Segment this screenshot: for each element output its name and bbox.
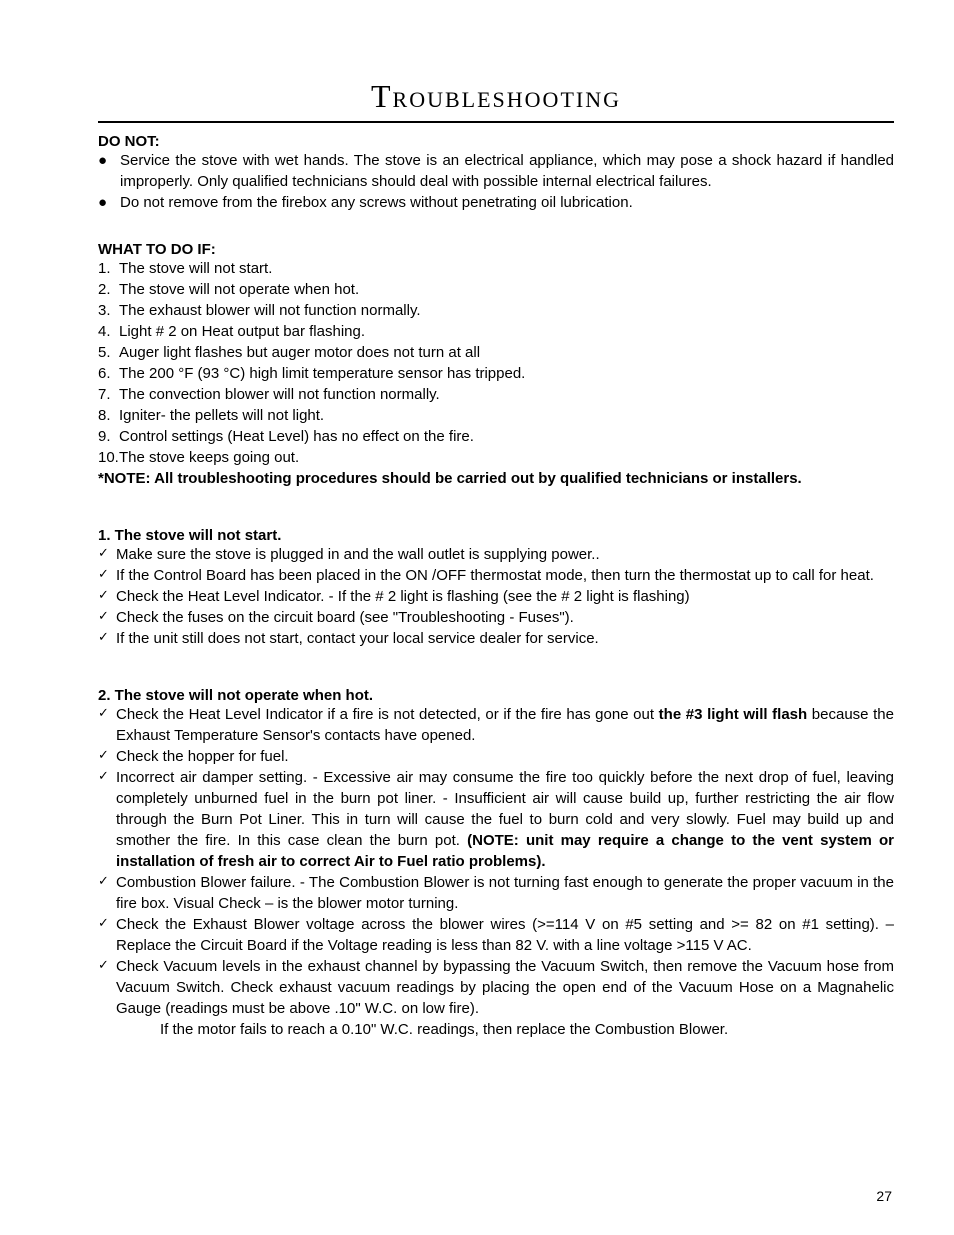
list-item: ✓ Check the Heat Level Indicator if a fi… (98, 704, 894, 746)
check-icon: ✓ (98, 704, 116, 746)
num-marker: 4. (98, 321, 119, 342)
num-marker: 7. (98, 384, 119, 405)
check-icon: ✓ (98, 607, 116, 628)
check-icon: ✓ (98, 544, 116, 565)
list-text: The exhaust blower will not function nor… (119, 300, 894, 321)
list-text: Incorrect air damper setting. - Excessiv… (116, 767, 894, 872)
check-icon: ✓ (98, 914, 116, 956)
list-item: ✓If the unit still does not start, conta… (98, 628, 894, 649)
list-item: ✓Check the hopper for fuel. (98, 746, 894, 767)
list-text: The stove keeps going out. (119, 447, 894, 468)
do-not-heading: DO NOT: (98, 133, 894, 150)
what-to-do-heading: WHAT TO DO IF: (98, 241, 894, 258)
num-marker: 5. (98, 342, 119, 363)
list-text: Combustion Blower failure. - The Combust… (116, 872, 894, 914)
list-text: Check Vacuum levels in the exhaust chann… (116, 956, 894, 1019)
list-text: Check the Heat Level Indicator if a fire… (116, 704, 894, 746)
list-text: Igniter- the pellets will not light. (119, 405, 894, 426)
list-text: Check the Exhaust Blower voltage across … (116, 914, 894, 956)
list-item: 10.The stove keeps going out. (98, 447, 894, 468)
list-item: ✓ Incorrect air damper setting. - Excess… (98, 767, 894, 872)
list-text: If the Control Board has been placed in … (116, 565, 894, 586)
list-text: The convection blower will not function … (119, 384, 894, 405)
check-icon: ✓ (98, 767, 116, 872)
check-icon: ✓ (98, 956, 116, 1019)
list-item: 2.The stove will not operate when hot. (98, 279, 894, 300)
check-icon: ✓ (98, 565, 116, 586)
num-marker: 9. (98, 426, 119, 447)
num-marker: 6. (98, 363, 119, 384)
list-item: 8.Igniter- the pellets will not light. (98, 405, 894, 426)
list-text: Check the hopper for fuel. (116, 746, 894, 767)
text-span: Check the Heat Level Indicator if a fire… (116, 706, 659, 723)
list-item: ✓Combustion Blower failure. - The Combus… (98, 872, 894, 914)
num-marker: 10. (98, 447, 119, 468)
list-text: The stove will not start. (119, 258, 894, 279)
list-item: ✓Check Vacuum levels in the exhaust chan… (98, 956, 894, 1019)
list-text: Control settings (Heat Level) has no eff… (119, 426, 894, 447)
num-marker: 1. (98, 258, 119, 279)
list-item: 7.The convection blower will not functio… (98, 384, 894, 405)
list-item: ✓Make sure the stove is plugged in and t… (98, 544, 894, 565)
section-2-heading: 2. The stove will not operate when hot. (98, 687, 894, 704)
list-text: The stove will not operate when hot. (119, 279, 894, 300)
list-item: ✓Check the fuses on the circuit board (s… (98, 607, 894, 628)
list-text: The 200 °F (93 °C) high limit temperatur… (119, 363, 894, 384)
list-item: 5.Auger light flashes but auger motor do… (98, 342, 894, 363)
list-item: 6.The 200 °F (93 °C) high limit temperat… (98, 363, 894, 384)
section-1-heading: 1. The stove will not start. (98, 527, 894, 544)
list-item: ● Do not remove from the firebox any scr… (98, 192, 894, 213)
list-item: ● Service the stove with wet hands. The … (98, 150, 894, 192)
page-content: Troubleshooting DO NOT: ● Service the st… (0, 0, 954, 1040)
list-item: ✓Check the Heat Level Indicator. - If th… (98, 586, 894, 607)
page-number: 27 (876, 1188, 892, 1204)
list-item: 3.The exhaust blower will not function n… (98, 300, 894, 321)
list-text: If the unit still does not start, contac… (116, 628, 894, 649)
list-item: 4.Light # 2 on Heat output bar flashing. (98, 321, 894, 342)
text-bold: the #3 light will flash (659, 706, 808, 723)
list-text: Check the fuses on the circuit board (se… (116, 607, 894, 628)
check-icon: ✓ (98, 586, 116, 607)
check-icon: ✓ (98, 628, 116, 649)
list-item: ✓Check the Exhaust Blower voltage across… (98, 914, 894, 956)
indented-note: If the motor fails to reach a 0.10" W.C.… (98, 1019, 894, 1040)
check-icon: ✓ (98, 872, 116, 914)
bullet-icon: ● (98, 192, 120, 213)
list-text: Light # 2 on Heat output bar flashing. (119, 321, 894, 342)
num-marker: 2. (98, 279, 119, 300)
list-text: Do not remove from the firebox any screw… (120, 192, 894, 213)
list-text: Service the stove with wet hands. The st… (120, 150, 894, 192)
bullet-icon: ● (98, 150, 120, 192)
page-title: Troubleshooting (98, 78, 894, 123)
list-text: Check the Heat Level Indicator. - If the… (116, 586, 894, 607)
num-marker: 8. (98, 405, 119, 426)
list-text: Make sure the stove is plugged in and th… (116, 544, 894, 565)
list-item: ✓If the Control Board has been placed in… (98, 565, 894, 586)
num-marker: 3. (98, 300, 119, 321)
list-text: Auger light flashes but auger motor does… (119, 342, 894, 363)
list-item: 9.Control settings (Heat Level) has no e… (98, 426, 894, 447)
note-text: *NOTE: All troubleshooting procedures sh… (98, 468, 894, 489)
list-item: 1.The stove will not start. (98, 258, 894, 279)
check-icon: ✓ (98, 746, 116, 767)
